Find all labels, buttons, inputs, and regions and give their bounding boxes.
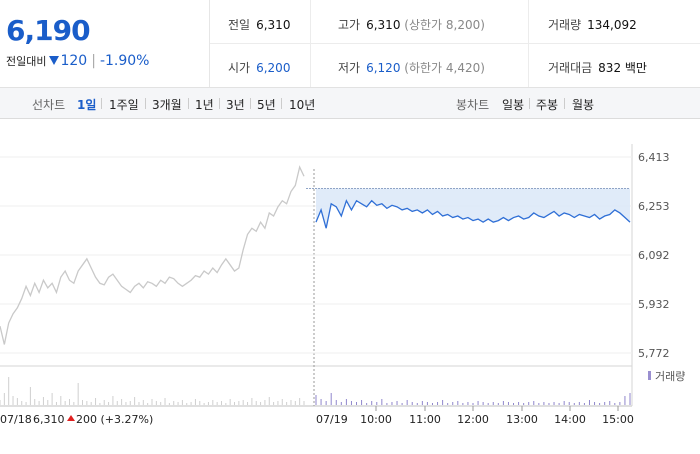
period-5y[interactable]: 5년 xyxy=(257,98,276,112)
prev-day-change: 200 (+3.27%) xyxy=(76,413,153,426)
chart-toolbar: 선차트 1일 1주일 3개월 1년 3년 5년 10년 봉차트 일봉 주봉 월봉 xyxy=(0,88,700,119)
prev-day-price-line xyxy=(0,165,305,345)
stat-prev-close: 전일 6,310 xyxy=(228,16,290,33)
candle-chart-label: 봉차트 xyxy=(456,98,490,112)
x-tick-label: 13:00 xyxy=(506,413,538,426)
stat-low: 저가 6,120 (하한가 4,420) xyxy=(338,59,485,76)
stat-trade-amount: 거래대금 832 백만 xyxy=(548,59,647,76)
change-label: 전일대비 xyxy=(6,55,47,68)
volume-legend-label: 거래량 xyxy=(655,370,685,383)
stat-key: 거래량 xyxy=(548,18,582,32)
x-tick-label: 12:00 xyxy=(457,413,489,426)
stat-value: 6,200 xyxy=(256,61,291,75)
up-triangle-icon xyxy=(67,415,75,421)
price-box: 6,190 전일대비 120 | -1.90% xyxy=(0,0,210,87)
x-tick-label: 11:00 xyxy=(409,413,441,426)
stat-upper-limit: (상한가 8,200) xyxy=(404,18,485,32)
y-tick-label: 6,253 xyxy=(638,200,670,213)
period-10y[interactable]: 10년 xyxy=(289,98,316,112)
volume-legend-swatch xyxy=(648,371,651,380)
y-tick-label: 5,772 xyxy=(638,347,670,360)
stat-key: 시가 xyxy=(228,61,251,75)
divider xyxy=(188,98,189,109)
period-weekly-candle[interactable]: 주봉 xyxy=(536,98,559,112)
period-monthly-candle[interactable]: 월봉 xyxy=(572,98,595,112)
period-3m[interactable]: 3개월 xyxy=(152,98,182,112)
y-tick-label: 6,092 xyxy=(638,249,670,262)
reference-fill-area xyxy=(316,188,630,229)
x-tick-label: 14:00 xyxy=(554,413,586,426)
divider: | xyxy=(91,53,96,69)
period-daily-candle[interactable]: 일봉 xyxy=(502,98,525,112)
quote-header: 6,190 전일대비 120 | -1.90% 전일 6,310 고가 6,310 (상한… xyxy=(0,0,700,88)
y-tick-label: 5,932 xyxy=(638,298,670,311)
stat-value: 6,120 xyxy=(366,61,401,75)
today-price-line xyxy=(315,199,631,229)
stat-key: 저가 xyxy=(338,61,361,75)
stat-volume: 거래량 134,092 xyxy=(548,16,637,33)
stat-value: 832 백만 xyxy=(598,61,647,75)
y-tick-label: 6,413 xyxy=(638,151,670,164)
prev-day-date: 07/18 xyxy=(0,413,32,426)
period-1w[interactable]: 1주일 xyxy=(109,98,139,112)
stat-lower-limit: (하한가 4,420) xyxy=(404,61,485,75)
prev-day-close: 6,310 xyxy=(33,413,65,426)
stat-key: 고가 xyxy=(338,18,361,32)
chart-canvas: 6,413 6,253 6,092 5,932 5,772 거래량 07/18 6,31… xyxy=(0,144,685,426)
current-price: 6,190 xyxy=(6,14,91,47)
price-chart[interactable]: 6,413 6,253 6,092 5,932 5,772 거래량 07/18 6,31… xyxy=(0,119,700,450)
divider xyxy=(101,98,102,109)
stat-value: 6,310 xyxy=(256,18,291,32)
divider xyxy=(564,98,565,109)
divider xyxy=(281,98,282,109)
change-row: 전일대비 120 | -1.90% xyxy=(6,53,149,69)
divider xyxy=(145,98,146,109)
divider xyxy=(529,98,530,109)
stat-high: 고가 6,310 (상한가 8,200) xyxy=(338,16,485,33)
down-triangle-icon xyxy=(49,56,60,65)
x-tick-label: 15:00 xyxy=(602,413,634,426)
stats-panel: 전일 6,310 고가 6,310 (상한가 8,200) 거래량 134,092 시… xyxy=(210,0,700,87)
stat-open: 시가 6,200 xyxy=(228,59,290,76)
period-3y[interactable]: 3년 xyxy=(226,98,245,112)
period-1y[interactable]: 1년 xyxy=(195,98,214,112)
x-tick-label: 10:00 xyxy=(360,413,392,426)
change-percent: -1.90% xyxy=(99,53,150,69)
divider xyxy=(250,98,251,109)
stat-value: 134,092 xyxy=(587,18,637,32)
period-1d[interactable]: 1일 xyxy=(77,98,97,112)
divider xyxy=(210,43,700,44)
stat-key: 전일 xyxy=(228,18,251,32)
stat-key: 거래대금 xyxy=(548,61,593,75)
stat-value: 6,310 xyxy=(366,18,401,32)
divider xyxy=(219,98,220,109)
line-chart-label: 선차트 xyxy=(32,98,66,112)
today-date: 07/19 xyxy=(316,413,348,426)
change-value: 120 xyxy=(60,53,88,69)
